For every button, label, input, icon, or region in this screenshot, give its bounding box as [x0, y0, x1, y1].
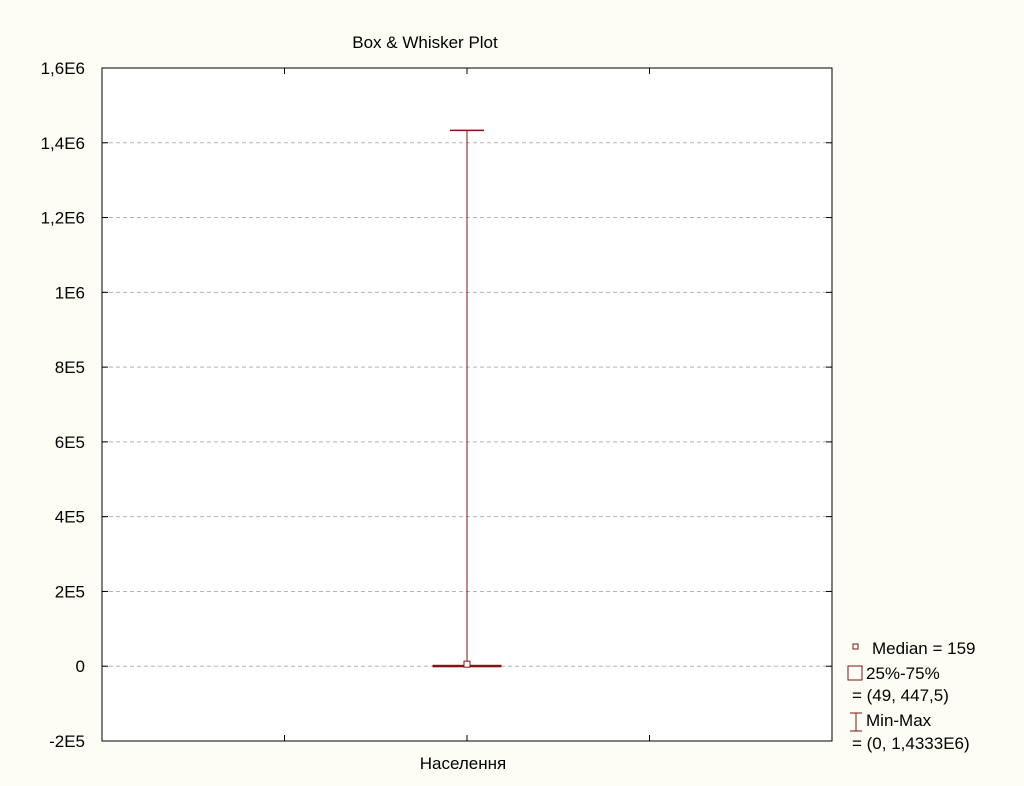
legend-box-label: 25%-75%	[866, 664, 940, 683]
y-tick-label: 1,2E6	[41, 209, 85, 228]
y-tick-label: 1,6E6	[41, 59, 85, 78]
legend-median-icon	[852, 643, 859, 650]
box-plot-series	[432, 129, 502, 668]
legend-box-range: = (49, 447,5)	[852, 686, 949, 705]
y-tick-label: 1,4E6	[41, 134, 85, 153]
chart-title: Box & Whisker Plot	[352, 33, 498, 52]
legend-whisker-range: = (0, 1,4333E6)	[852, 734, 970, 753]
y-tick-label: 0	[76, 657, 85, 676]
median-marker	[463, 660, 471, 668]
plot-frame	[101, 67, 833, 742]
y-tick-label: 4E5	[55, 508, 85, 527]
legend-median-label: Median = 159	[872, 639, 976, 658]
legend: Median = 159 25%-75% = (49, 447,5) Min-M…	[847, 639, 976, 753]
x-category-label: Населення	[420, 754, 506, 773]
axis-ticks: -2E5 0 2E5 4E5 6E5 8E5 1E6 1,2E6 1,4E6 1,6E6	[41, 59, 832, 751]
legend-whisker-icon	[850, 712, 862, 732]
y-tick-label: -2E5	[49, 732, 85, 751]
y-tick-label: 2E5	[55, 582, 85, 601]
y-tick-label: 8E5	[55, 358, 85, 377]
legend-box-icon	[847, 665, 863, 681]
y-tick-label: 6E5	[55, 433, 85, 452]
y-tick-label: 1E6	[55, 283, 85, 302]
legend-whisker-label: Min-Max	[866, 711, 932, 730]
